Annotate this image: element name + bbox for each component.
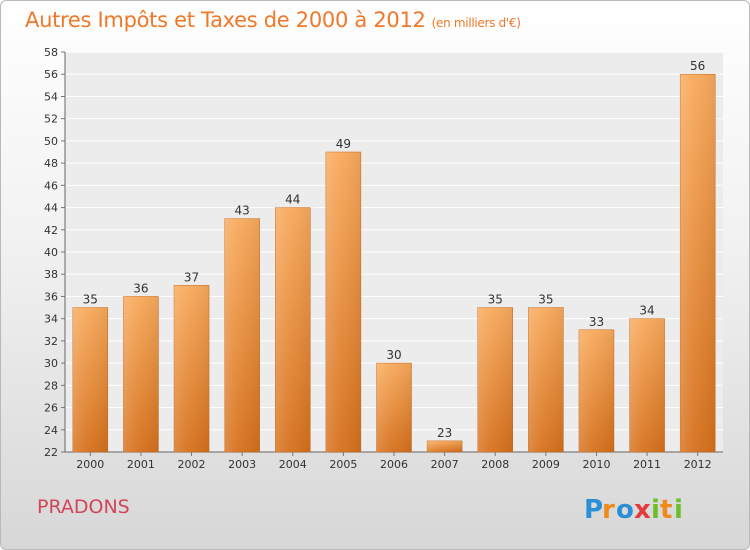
- chart-subtitle: (en milliers d'€): [431, 16, 521, 30]
- bar-sheen: [174, 285, 210, 452]
- y-tick-label: 26: [44, 402, 58, 415]
- svg-text:o: o: [616, 495, 634, 525]
- y-tick-label: 30: [44, 357, 58, 370]
- x-tick-label: 2006: [380, 458, 408, 471]
- y-tick-label: 48: [44, 157, 58, 170]
- y-tick-label: 58: [44, 46, 58, 59]
- svg-text:x: x: [634, 495, 651, 525]
- bar-sheen: [427, 440, 463, 452]
- x-tick-label: 2000: [76, 458, 104, 471]
- y-tick-label: 54: [44, 90, 58, 103]
- svg-text:t: t: [660, 495, 672, 525]
- x-tick-label: 2009: [532, 458, 560, 471]
- bar-value-label: 49: [336, 137, 351, 151]
- bar-value-label: 35: [488, 293, 503, 307]
- y-tick-label: 28: [44, 379, 58, 392]
- bar-value-label: 37: [184, 270, 199, 284]
- y-tick-label: 56: [44, 68, 58, 81]
- y-tick-label: 46: [44, 179, 58, 192]
- y-tick-label: 44: [44, 202, 58, 215]
- y-tick-label: 40: [44, 246, 58, 259]
- x-tick-label: 2001: [127, 458, 155, 471]
- x-tick-label: 2011: [633, 458, 661, 471]
- bar-sheen: [629, 318, 665, 452]
- y-tick-label: 22: [44, 446, 58, 459]
- y-tick-label: 38: [44, 268, 58, 281]
- bar-value-label: 35: [538, 293, 553, 307]
- bar-value-label: 43: [235, 204, 250, 218]
- bar-sheen: [477, 307, 513, 452]
- x-tick-label: 2007: [431, 458, 459, 471]
- y-tick-label: 32: [44, 335, 58, 348]
- bar-sheen: [578, 329, 614, 452]
- bar-value-label: 36: [133, 281, 148, 295]
- bar-value-label: 35: [83, 293, 98, 307]
- svg-text:r: r: [602, 495, 615, 525]
- chart-title: Autres Impôts et Taxes de 2000 à 2012 (en…: [25, 8, 521, 32]
- bar-value-label: 44: [285, 193, 300, 207]
- y-tick-label: 42: [44, 224, 58, 237]
- plot-area: 22 24 26 28 30 32 34 36 38 40 42 44 46 48 50 52 54 56 58 35…: [44, 46, 723, 471]
- bar-sheen: [275, 207, 311, 452]
- x-tick-label: 2012: [684, 458, 712, 471]
- chart-title-text: Autres Impôts et Taxes de 2000 à 2012: [25, 8, 426, 32]
- bar-value-label: 30: [386, 348, 401, 362]
- y-tick-label: 24: [44, 424, 58, 437]
- bar-value-label: 56: [690, 59, 705, 73]
- x-tick-label: 2002: [178, 458, 206, 471]
- location-label: PRADONS: [37, 496, 130, 518]
- x-tick-label: 2005: [329, 458, 357, 471]
- y-tick-label: 36: [44, 290, 58, 303]
- y-tick-label: 50: [44, 135, 58, 148]
- bar-sheen: [224, 218, 260, 452]
- x-tick-label: 2010: [582, 458, 610, 471]
- x-tick-label: 2004: [279, 458, 307, 471]
- x-tick-label: 2008: [481, 458, 509, 471]
- bar-sheen: [72, 307, 108, 452]
- bar-value-label: 33: [589, 315, 604, 329]
- proxiti-logo: P r o x i t i: [584, 495, 683, 525]
- bar-sheen: [528, 307, 564, 452]
- svg-text:i: i: [651, 495, 660, 525]
- y-tick-label: 34: [44, 313, 58, 326]
- svg-text:P: P: [584, 495, 603, 525]
- y-tick-label: 52: [44, 113, 58, 126]
- bar-sheen: [376, 363, 412, 452]
- bar-sheen: [680, 74, 716, 452]
- svg-text:i: i: [674, 495, 683, 525]
- bar-sheen: [123, 296, 159, 452]
- bar-sheen: [325, 152, 361, 452]
- x-tick-label: 2003: [228, 458, 256, 471]
- bar-value-label: 34: [639, 304, 654, 318]
- bar-value-label: 23: [437, 426, 452, 440]
